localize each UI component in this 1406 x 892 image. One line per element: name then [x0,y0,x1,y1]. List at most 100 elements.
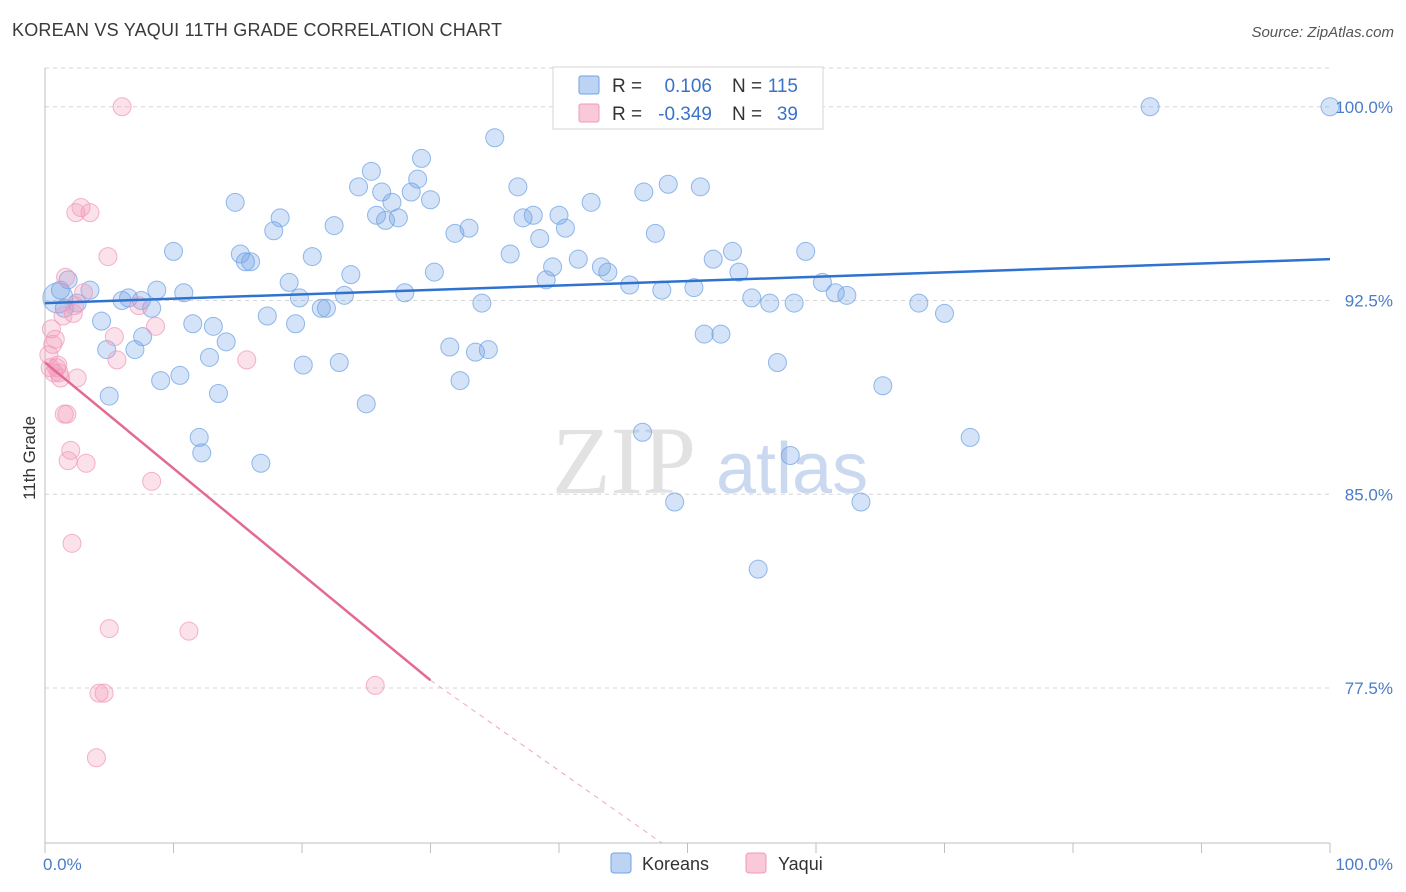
point-yaqui-22 [80,203,100,223]
legend-n-label-koreans: N = [732,76,762,97]
x-tick-label-1: 100.0% [1335,855,1393,874]
point-koreans-56 [412,148,432,168]
y-axis-label: 11th Grade [20,416,39,500]
point-koreans-46 [356,394,376,414]
x-tick-label-0: 0.0% [43,855,82,874]
point-koreans-17 [170,365,190,385]
point-koreans-75 [555,218,575,238]
point-koreans-59 [440,337,460,357]
watermark-atlas: atlas [716,429,868,509]
legend-r-value-koreans: 0.106 [664,76,712,97]
point-yaqui-36 [365,675,385,695]
point-yaqui-23 [89,683,109,703]
trend-lines [44,257,1331,844]
point-koreans-65 [478,340,498,360]
point-koreans-102 [825,283,845,303]
point-koreans-105 [873,376,893,396]
point-yaqui-17 [66,203,86,223]
point-koreans-83 [645,223,665,243]
legend-r-value-yaqui: -0.349 [658,104,712,125]
point-koreans-12 [133,327,153,347]
point-koreans-48 [367,205,387,225]
point-koreans-15 [151,371,171,391]
point-koreans-82 [633,422,653,442]
point-yaqui-14 [61,440,81,460]
point-yaqui-26 [98,247,118,267]
trend-line-yaqui [44,361,432,682]
point-yaqui-35 [237,350,257,370]
point-koreans-37 [293,355,313,375]
point-koreans-110 [1320,97,1340,117]
point-koreans-96 [760,293,780,313]
point-koreans-97 [767,353,787,372]
point-koreans-5 [92,311,112,331]
point-koreans-100 [796,241,816,261]
point-yaqui-25 [94,683,114,703]
legend-r-label-koreans: R = [612,76,642,97]
point-koreans-67 [500,244,520,264]
point-koreans-6 [99,386,119,406]
point-koreans-71 [530,229,550,248]
point-koreans-107 [935,303,954,323]
axes [44,68,1331,853]
point-koreans-94 [742,288,762,308]
legend-n-label-yaqui: N = [732,104,762,125]
point-koreans-62 [459,218,479,238]
point-koreans-53 [395,283,415,303]
point-koreans-89 [694,324,714,344]
legend-swatch-yaqui [578,103,600,123]
trend-line-koreans [44,257,1331,305]
point-yaqui-15 [62,533,82,553]
point-koreans-21 [192,443,212,463]
chart-title: KOREAN VS YAQUI 11TH GRADE CORRELATION C… [12,20,503,40]
point-koreans-44 [341,265,361,285]
point-koreans-16 [164,241,183,261]
point-koreans-23 [203,316,223,336]
point-koreans-58 [424,262,444,282]
y-tick-label-3: 100.0% [1335,98,1393,117]
point-koreans-88 [690,177,710,197]
point-koreans-98 [780,446,800,465]
point-yaqui-21 [76,453,96,473]
point-yaqui-5 [45,329,65,349]
point-koreans-34 [279,272,299,292]
bottom-legend-swatch-yaqui [745,852,767,874]
y-tick-label-2: 92.5% [1345,292,1393,311]
legend-n-value-yaqui: 39 [777,104,798,125]
point-yaqui-2 [41,319,61,339]
point-koreans-86 [665,492,685,512]
point-koreans-76 [568,249,588,269]
point-yaqui-38 [63,303,83,323]
legend-r-label-yaqui: R = [612,104,642,125]
series-yaqui [39,97,385,768]
legend-swatch-koreans [578,75,600,95]
point-yaqui-33 [146,316,166,336]
point-koreans-93 [729,262,749,282]
point-koreans-40 [316,298,336,318]
point-koreans-106 [909,293,929,313]
point-koreans-42 [329,353,349,372]
point-koreans-68 [508,177,528,197]
point-koreans-57 [421,190,440,210]
watermark-zip: ZIP [552,407,696,514]
point-yaqui-11 [56,267,76,287]
point-yaqui-19 [71,198,91,217]
point-koreans-84 [652,280,672,300]
point-koreans-85 [658,174,678,194]
point-koreans-80 [620,275,640,295]
point-koreans-99 [784,293,804,313]
point-yaqui-18 [67,368,87,388]
bottom-legend-swatch-koreans [610,852,632,874]
point-yaqui-3 [43,334,63,354]
point-koreans-95 [748,559,768,579]
point-yaqui-28 [104,327,124,347]
point-yaqui-24 [86,748,106,768]
point-koreans-20 [189,427,209,447]
point-koreans-70 [523,205,543,225]
point-koreans-52 [388,208,408,228]
series-koreans [42,97,1340,579]
point-koreans-47 [361,161,381,181]
point-koreans-28 [235,252,255,272]
point-koreans-31 [257,306,277,326]
